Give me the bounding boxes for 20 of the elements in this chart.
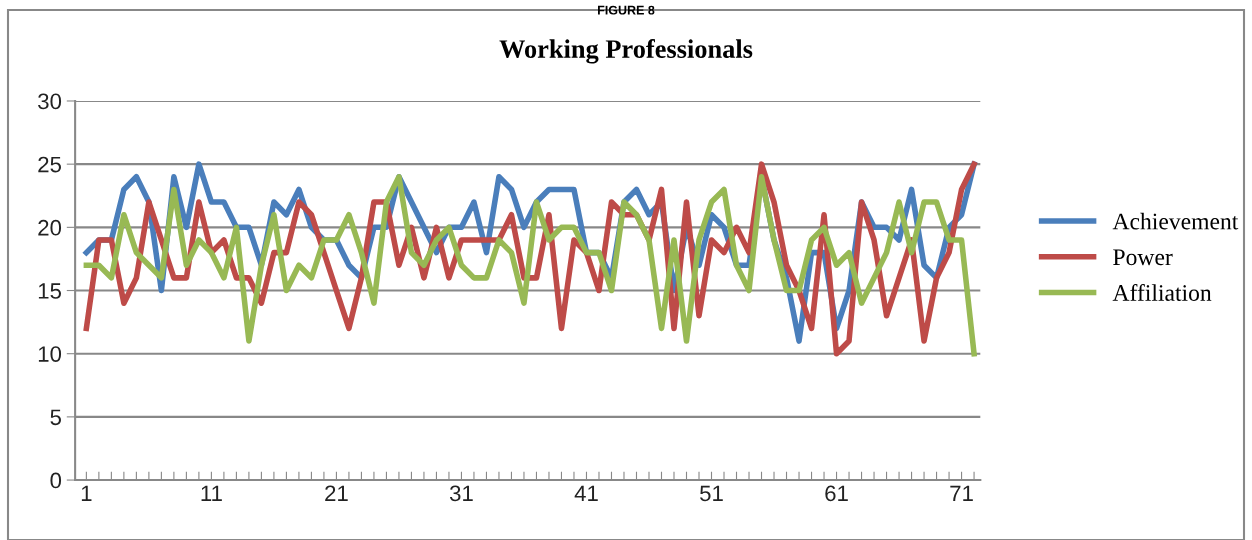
x-tick-label: 71	[950, 485, 973, 502]
x-tick-label: 11	[201, 485, 222, 502]
y-tick-label: 5	[50, 409, 61, 426]
legend-label: Achievement	[1112, 212, 1239, 230]
x-tick-label: 41	[574, 485, 598, 502]
x-tick-label: 51	[700, 485, 723, 502]
x-tick-label: 1	[81, 485, 92, 502]
y-tick-label: 0	[50, 472, 62, 489]
y-tick-label: 15	[38, 283, 61, 299]
x-tick-label: 31	[449, 485, 473, 502]
caption: FIGURE 8	[598, 5, 655, 15]
legend-label: Power	[1113, 249, 1173, 266]
y-tick-label: 25	[38, 156, 61, 173]
chart-title: Working Professionals	[499, 39, 753, 64]
y-tick-label: 20	[38, 219, 62, 236]
x-tick-label: 61	[825, 485, 848, 502]
x-tick-label: 21	[325, 485, 348, 502]
legend-label: Affiliation	[1112, 284, 1212, 301]
y-tick-label: 10	[38, 346, 62, 362]
y-tick-label: 30	[38, 93, 62, 110]
